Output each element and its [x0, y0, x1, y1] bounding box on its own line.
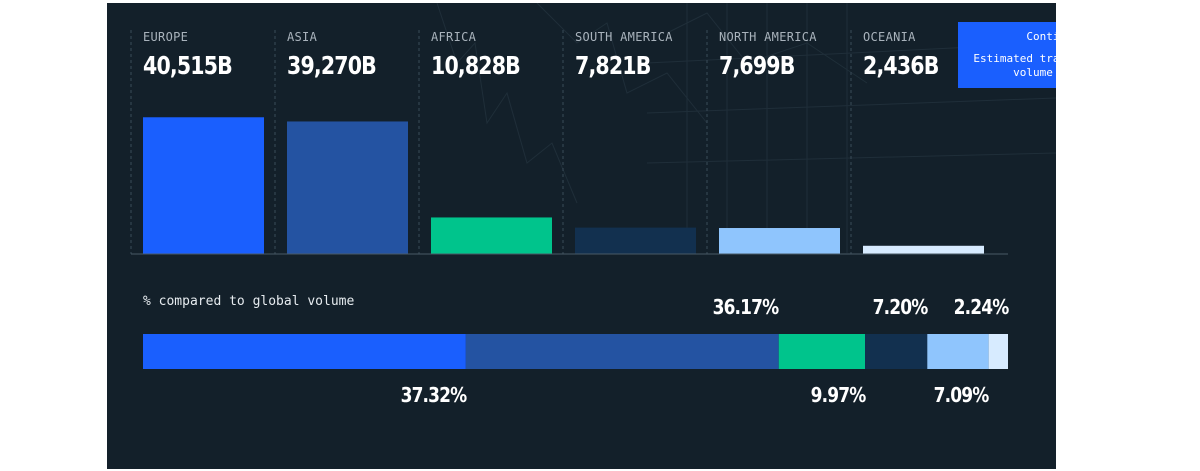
- percent-label-europe: 37.32%: [400, 383, 467, 407]
- bar-asia: [287, 121, 408, 255]
- value-label-north-america: 7,699B: [719, 51, 795, 80]
- percent-label-north-america: 7.09%: [933, 383, 990, 407]
- bar-europe: [143, 117, 264, 254]
- chart-panel: EUROPE 40,515B ASIA 39,270B AFRICA 10,828B SOU…: [107, 3, 1056, 469]
- stacked-segment-oceania: [988, 334, 1008, 369]
- legend-subtitle-line2: volume 2024: [1013, 66, 1056, 79]
- bar-africa: [431, 217, 552, 254]
- bar-oceania: [863, 245, 984, 254]
- value-label-asia: 39,270B: [287, 51, 377, 80]
- value-label-europe: 40,515B: [143, 51, 233, 80]
- bar-chart: [130, 30, 1008, 369]
- value-label-africa: 10,828B: [431, 51, 521, 80]
- stacked-segment-north-america: [927, 334, 989, 369]
- stacked-segment-south-america: [865, 334, 928, 369]
- percent-chart-title: % compared to global volume: [143, 294, 355, 309]
- percent-label-south-america: 7.20%: [872, 295, 929, 319]
- stacked-segment-europe: [143, 334, 466, 369]
- stacked-segment-africa: [778, 334, 866, 369]
- legend-subtitle-line1: Estimated trading: [973, 52, 1056, 65]
- category-label-south-america: SOUTH AMERICA: [575, 30, 673, 44]
- category-label-africa: AFRICA: [431, 30, 477, 44]
- percent-label-asia: 36.17%: [713, 295, 780, 319]
- category-label-oceania: OCEANIA: [863, 30, 916, 44]
- category-label-north-america: NORTH AMERICA: [719, 30, 817, 44]
- legend-title: Continent: [1026, 30, 1056, 43]
- stacked-segment-asia: [465, 334, 779, 369]
- category-label-asia: ASIA: [287, 30, 318, 44]
- category-label-europe: EUROPE: [143, 30, 189, 44]
- bar-north-america: [719, 228, 840, 254]
- legend-box: Continent Estimated trading volume 2024: [958, 22, 1056, 88]
- percent-label-africa: 9.97%: [810, 383, 866, 407]
- value-label-oceania: 2,436B: [863, 51, 939, 80]
- value-label-south-america: 7,821B: [575, 51, 651, 80]
- percent-label-oceania: 2.24%: [953, 295, 1009, 319]
- bar-south-america: [575, 227, 696, 254]
